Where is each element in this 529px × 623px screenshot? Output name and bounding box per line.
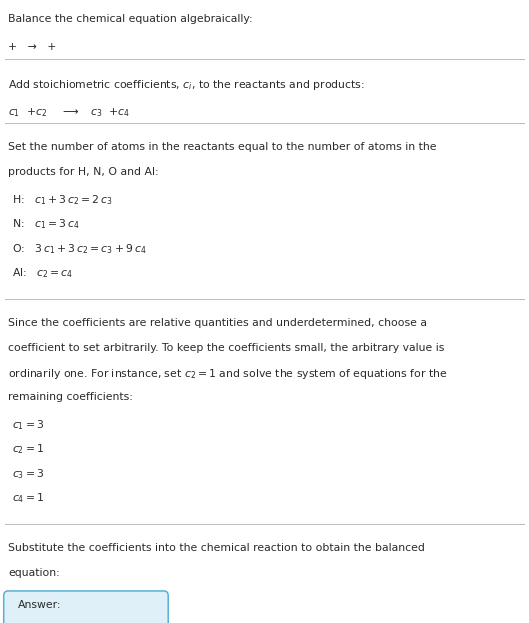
Text: equation:: equation: — [8, 568, 60, 578]
Text: $c_4 = 1$: $c_4 = 1$ — [12, 492, 44, 505]
Text: Add stoichiometric coefficients, $c_i$, to the reactants and products:: Add stoichiometric coefficients, $c_i$, … — [8, 78, 364, 92]
Text: $c_2 = 1$: $c_2 = 1$ — [12, 442, 44, 456]
Text: N:   $c_1 = 3\,c_4$: N: $c_1 = 3\,c_4$ — [12, 217, 80, 232]
Text: coefficient to set arbitrarily. To keep the coefficients small, the arbitrary va: coefficient to set arbitrarily. To keep … — [8, 343, 444, 353]
Text: Set the number of atoms in the reactants equal to the number of atoms in the: Set the number of atoms in the reactants… — [8, 142, 436, 152]
Text: $c_1$  +$c_2$    $\longrightarrow$   $c_3$  +$c_4$: $c_1$ +$c_2$ $\longrightarrow$ $c_3$ +$c… — [8, 107, 130, 119]
Text: $c_3 = 3$: $c_3 = 3$ — [12, 467, 44, 481]
Text: O:   $3\,c_1 + 3\,c_2 = c_3 + 9\,c_4$: O: $3\,c_1 + 3\,c_2 = c_3 + 9\,c_4$ — [12, 242, 147, 256]
Text: remaining coefficients:: remaining coefficients: — [8, 392, 133, 402]
Text: ordinarily one. For instance, set $c_2 = 1$ and solve the system of equations fo: ordinarily one. For instance, set $c_2 =… — [8, 367, 448, 381]
Text: $c_1 = 3$: $c_1 = 3$ — [12, 418, 44, 432]
FancyBboxPatch shape — [4, 591, 168, 623]
Text: Since the coefficients are relative quantities and underdetermined, choose a: Since the coefficients are relative quan… — [8, 318, 427, 328]
Text: Al:   $c_2 = c_4$: Al: $c_2 = c_4$ — [12, 267, 74, 280]
Text: Answer:: Answer: — [17, 601, 61, 611]
Text: products for H, N, O and Al:: products for H, N, O and Al: — [8, 167, 159, 177]
Text: Balance the chemical equation algebraically:: Balance the chemical equation algebraica… — [8, 14, 252, 24]
Text: +   →   +: + → + — [8, 42, 56, 52]
Text: Substitute the coefficients into the chemical reaction to obtain the balanced: Substitute the coefficients into the che… — [8, 543, 425, 553]
Text: H:   $c_1 + 3\,c_2 = 2\,c_3$: H: $c_1 + 3\,c_2 = 2\,c_3$ — [12, 193, 113, 207]
